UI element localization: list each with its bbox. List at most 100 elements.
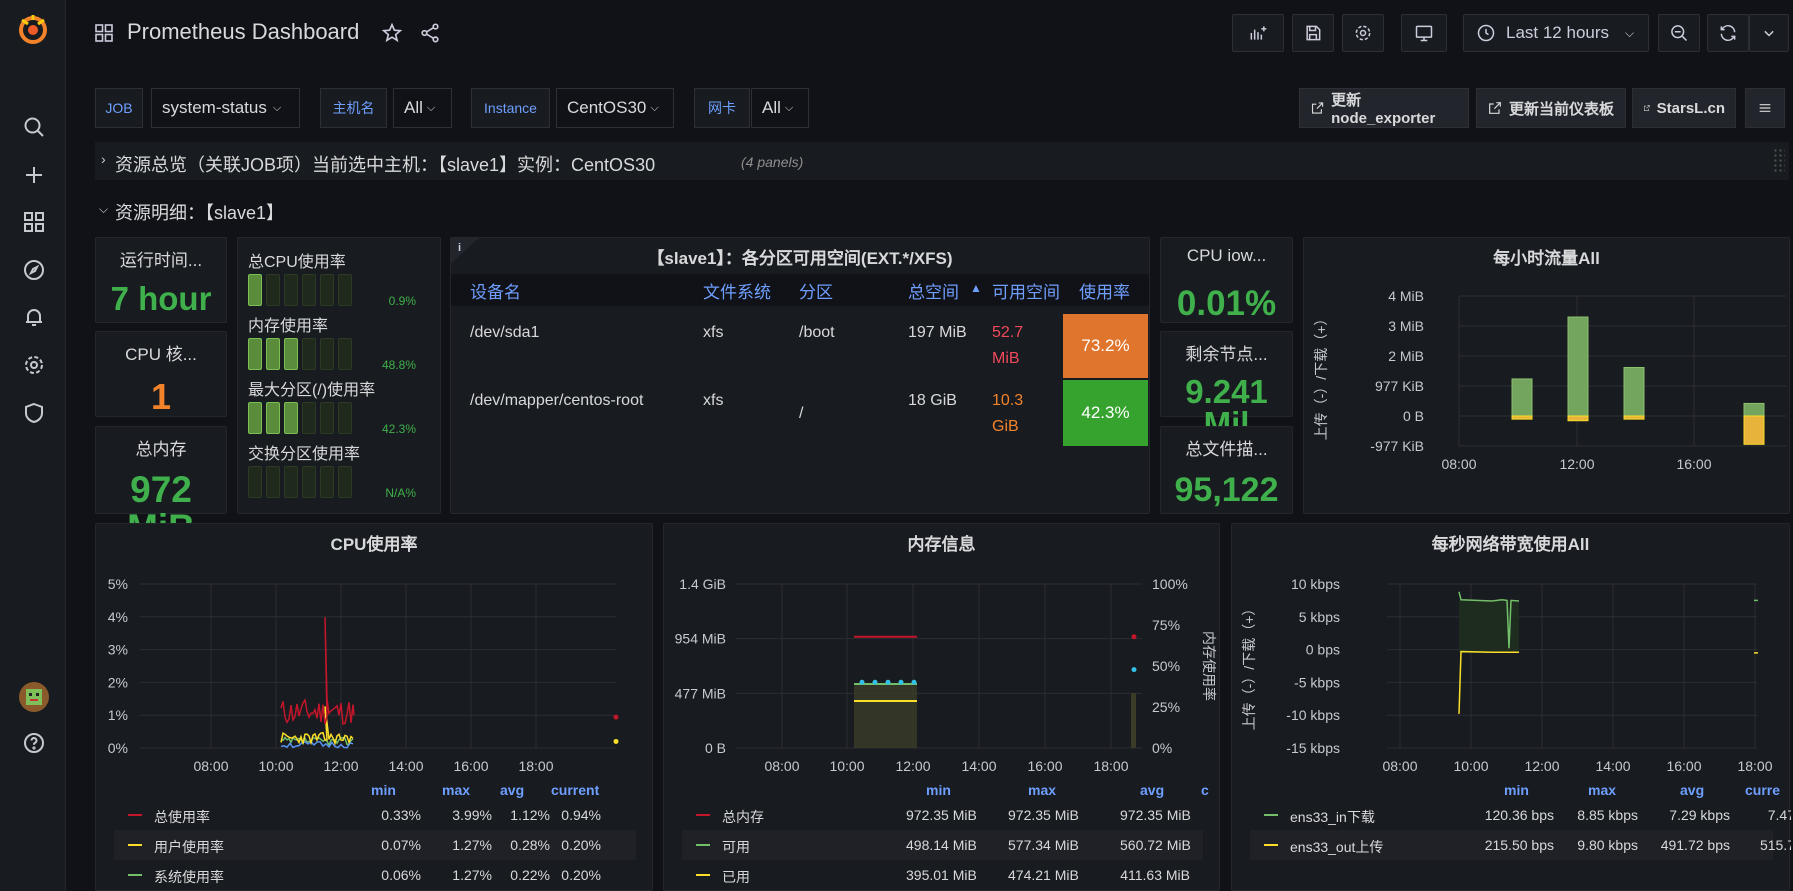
user-avatar[interactable] [19,682,49,712]
column-header-free[interactable]: 可用空间 [992,283,1060,302]
shield-icon[interactable] [21,400,47,426]
y2-tick-label: 50% [1152,658,1180,674]
column-header-mount[interactable]: 分区 [799,283,833,302]
legend-value-avg: 491.72 bps [1660,837,1730,853]
bargauge-cell [284,338,298,370]
x-tick-label: 10:00 [258,758,293,774]
link-update-dashboard[interactable]: 更新当前仪表板 [1476,88,1626,128]
x-tick-label: 08:00 [1441,456,1476,472]
grafana-logo-icon[interactable] [16,12,50,46]
search-icon[interactable] [21,114,47,140]
refresh-interval-dropdown[interactable] [1749,14,1789,52]
settings-gear-icon[interactable] [21,352,47,378]
variable-label-job: JOB [95,88,143,128]
save-button[interactable] [1292,14,1334,52]
bargauge-cell [302,338,316,370]
tv-mode-button[interactable] [1401,14,1447,52]
chevron-right-icon: › [101,151,106,167]
link-update-node-exporter[interactable]: 更新node_exporter [1299,88,1469,128]
panel-title: 【slave1】：各分区可用空间(EXT.*/XFS) [647,249,953,268]
legend-series-color [1264,844,1278,846]
y-tick-label: 1.4 GiB [679,576,726,592]
zoom-out-button[interactable] [1658,14,1700,52]
series-point-usage [885,679,891,685]
star-icon[interactable] [381,22,403,44]
y-tick-label: 1% [108,707,128,723]
add-panel-button[interactable] [1232,14,1284,52]
legend-value-min: 498.14 MiB [906,837,977,853]
x-tick-label: 18:00 [518,758,553,774]
bar-upload [1567,415,1589,422]
dashboard-title[interactable]: Prometheus Dashboard [127,19,360,44]
variable-select-hostname[interactable]: All ⌵ [393,88,452,128]
legend-value-max: 9.80 kbps [1577,837,1638,853]
refresh-button[interactable] [1707,14,1749,52]
column-header-filesystem[interactable]: 文件系统 [703,283,771,302]
legend-column-header[interactable]: max [1028,782,1057,798]
cell-filesystem: xfs [703,392,724,409]
stat-value: 95,122 [1174,471,1279,509]
link-starsl[interactable]: StarsL.cn [1632,88,1736,128]
help-icon[interactable] [21,730,47,756]
legend-column-header[interactable]: max [1588,782,1617,798]
legend-column-header[interactable]: curre [1745,782,1781,798]
y-tick-label: -15 kbps [1286,740,1340,756]
variable-select-job[interactable]: system-status ⌵ [151,88,300,128]
legend-value-avg: 0.22% [510,867,550,883]
column-header-device[interactable]: 设备名 [470,283,521,302]
y-tick-label: 977 KiB [1375,378,1424,394]
bargauge-cell [266,274,280,306]
legend-column-header[interactable]: avg [1680,782,1705,798]
legend-row[interactable]: ens33_in下载 120.36 bps 8.85 kbps 7.29 kbps 7.… [1250,800,1791,830]
legend-column-header[interactable]: current [551,782,600,798]
stat-panel-total-files: 总文件描... 95,122 [1160,426,1293,514]
legend-row[interactable]: 用户使用率 0.07% 1.27% 0.28% 0.20% [114,830,636,860]
bargauge-cell [266,402,280,434]
column-header-usage[interactable]: 使用率 [1079,283,1130,302]
row-detail-header[interactable]: ⌵ 资源明细：【slave1】 [95,194,495,224]
plus-icon[interactable] [21,162,47,188]
share-icon[interactable] [419,22,441,44]
x-tick-label: 08:00 [764,758,799,774]
legend-series-color [128,844,142,846]
legend-series-name: 总内存 [722,809,764,825]
explore-compass-icon[interactable] [21,257,47,283]
drag-handle-icon[interactable] [1773,148,1785,174]
legend-value-avg: 411.63 MiB [1120,867,1190,883]
series-line [280,617,355,726]
legend-value-avg: 1.12% [510,807,550,823]
variable-select-nic[interactable]: All ⌵ [751,88,809,128]
network-bandwidth-panel: 每秒网络带宽使用All 10 kbps 5 kbps 0 bps -5 kbps -10… [1231,523,1791,891]
column-header-total[interactable]: 总空间 [908,283,959,302]
legend-column-header[interactable]: min [926,782,951,798]
legend-column-header[interactable]: c [1201,782,1209,798]
alerting-bell-icon[interactable] [21,304,47,330]
menu-hamburger-button[interactable] [1745,88,1785,128]
bargauge-cell [320,402,334,434]
legend-column-header[interactable]: min [371,782,396,798]
legend-row[interactable]: 总使用率 0.33% 3.99% 1.12% 0.94% [114,800,636,830]
row-overview-count: (4 panels) [741,154,804,170]
legend-row[interactable]: 系统使用率 0.06% 1.27% 0.22% 0.20% [114,860,636,890]
bargauge-cell [338,274,352,306]
legend-column-header[interactable]: avg [1140,782,1165,798]
row-overview-header[interactable]: › 资源总览（关联JOB项）当前选中主机：【slave1】实例：CentOS30… [95,142,1789,180]
x-tick-label: 14:00 [388,758,423,774]
legend-column-header[interactable]: avg [500,782,525,798]
cell-free: 52.7 MiB [992,324,1024,367]
hourly-traffic-panel: 每小时流量All 4 MiB 3 MiB 2 MiB 977 KiB 0 B -977 K… [1303,237,1790,514]
legend-column-header[interactable]: max [442,782,471,798]
series-point-usage [859,679,865,685]
variable-label-hostname: 主机名 [320,88,387,128]
stat-value: 7 hour [110,280,212,317]
dashboards-icon[interactable] [21,209,47,235]
legend-row[interactable]: ens33_out上传 215.50 bps 9.80 kbps 491.72 bps… [1250,830,1791,860]
legend-column-header[interactable]: min [1504,782,1529,798]
y-tick-label: -977 KiB [1370,438,1424,454]
time-range-picker[interactable]: Last 12 hours ⌵ [1463,14,1649,52]
variable-select-instance[interactable]: CentOS30 ⌵ [556,88,674,128]
dashboard-settings-button[interactable] [1342,14,1384,52]
